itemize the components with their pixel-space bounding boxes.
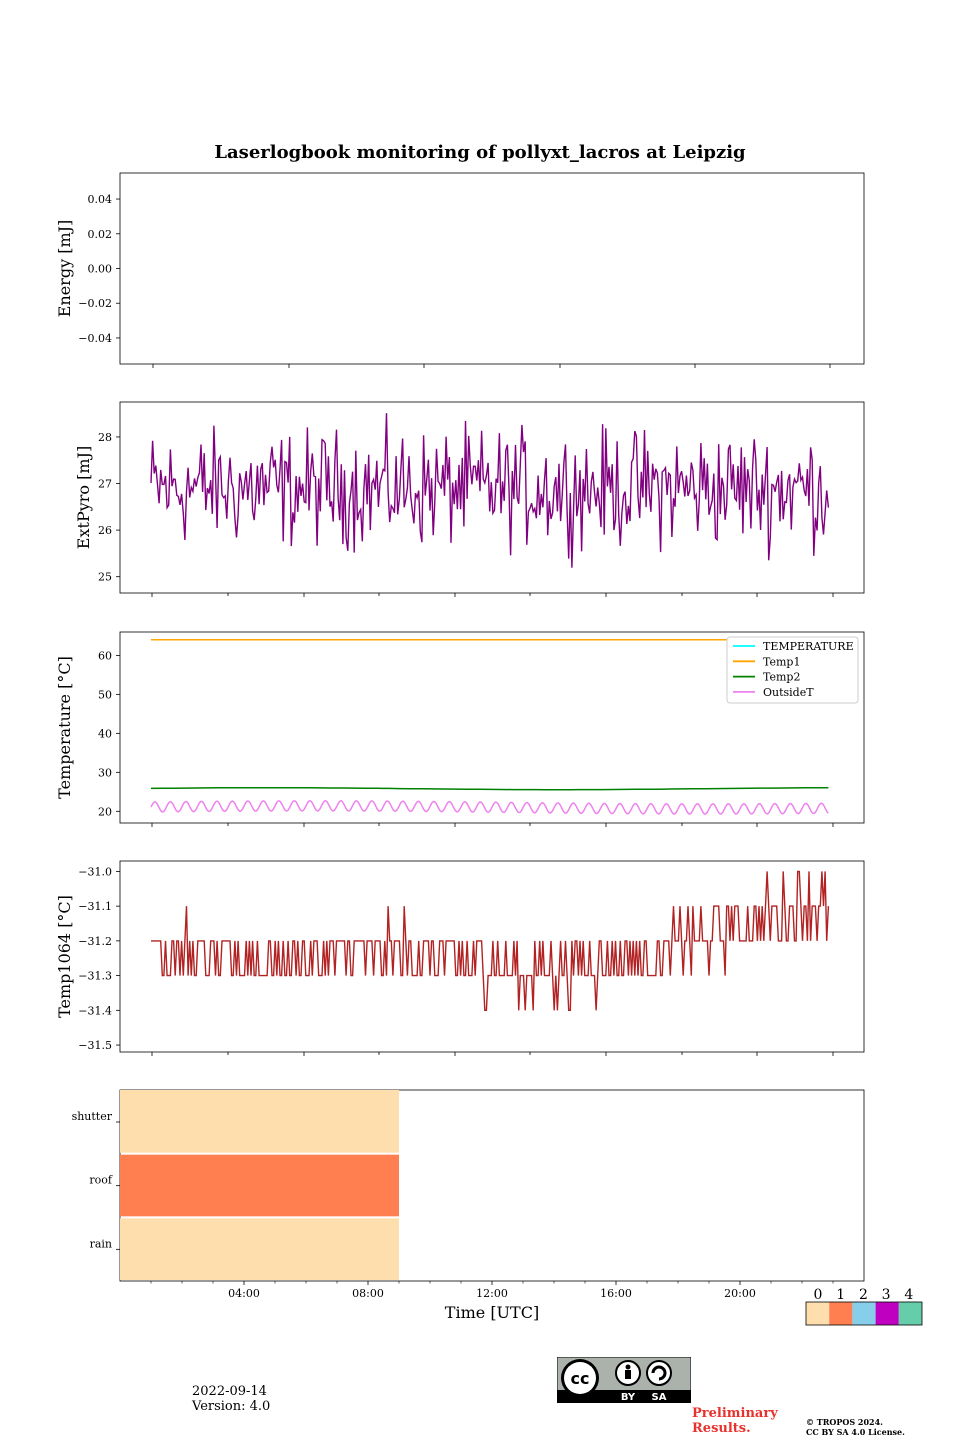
legend-entry: Temp1 xyxy=(763,655,800,668)
y-tick-label: −31.3 xyxy=(78,970,112,983)
y-tick-label: −31.4 xyxy=(78,1004,112,1017)
figure-title: Laserlogbook monitoring of pollyxt_lacro… xyxy=(214,142,746,163)
colorbar-cell xyxy=(898,1302,922,1325)
subplot-3: 20 30 40 50 60 Temperature [°C] TEMPERATURE Tem… xyxy=(55,631,865,827)
y-tick-label: 60 xyxy=(98,649,112,662)
copyright-line-1: © TROPOS 2024. xyxy=(806,1417,883,1427)
y-tick-label: 20 xyxy=(98,805,112,818)
x-tick-label: 04:00 xyxy=(228,1287,260,1300)
version-stamp: Version: 4.0 xyxy=(192,1399,271,1414)
temp2-line xyxy=(150,786,829,791)
colorbar-label: 4 xyxy=(904,1287,913,1303)
date-stamp: 2022-09-14 xyxy=(192,1384,267,1399)
y-tick-label: −31.1 xyxy=(78,900,112,913)
colorbar-label: 2 xyxy=(859,1287,868,1303)
status-cell-roof xyxy=(120,1154,399,1217)
y-tick-label: 26 xyxy=(98,524,112,537)
y-tick-label: −0.02 xyxy=(78,297,112,310)
y-tick-label: −31.0 xyxy=(78,865,112,878)
colorbar-cell xyxy=(829,1302,853,1325)
extpyro-line xyxy=(150,413,830,568)
cc-by-label: BY xyxy=(621,1392,636,1403)
preliminary-line-1: Preliminary xyxy=(692,1406,778,1421)
subplot-1: 0.04 0.02 0.00 −0.02 −0.04 Energy [mJ] xyxy=(55,172,865,368)
x-axis-label: Time [UTC] xyxy=(445,1303,539,1322)
y-tick-label: 0.00 xyxy=(88,263,113,276)
y-axis-label: Temp1064 [°C] xyxy=(55,895,74,1018)
row-label-shutter: shutter xyxy=(72,1110,113,1123)
colorbar-cell xyxy=(806,1302,830,1325)
cc-sa-label: SA xyxy=(652,1392,667,1403)
outsidet-line xyxy=(150,800,829,815)
y-axis-label: ExtPyro [mJ] xyxy=(74,446,93,549)
x-tick-label: 08:00 xyxy=(352,1287,384,1300)
x-tick-label: 12:00 xyxy=(476,1287,508,1300)
legend: TEMPERATURE Temp1 Temp2 OutsideT xyxy=(726,636,859,704)
y-axis-label: Temperature [°C] xyxy=(55,656,74,799)
copyright-note: © TROPOS 2024. CC BY SA 4.0 License. xyxy=(806,1417,905,1437)
subplot-4: −31.0 −31.1 −31.2 −31.3 −31.4 −31.5 Temp1064 [… xyxy=(55,860,865,1056)
colorbar-cell xyxy=(875,1302,899,1325)
preliminary-line-2: Results. xyxy=(692,1421,751,1436)
series-layer xyxy=(150,413,830,568)
cc-by-sa-badge: cc BY SA xyxy=(557,1357,691,1403)
legend-entry: TEMPERATURE xyxy=(763,640,854,653)
legend-entry: Temp2 xyxy=(763,671,800,684)
y-axis-label: Energy [mJ] xyxy=(55,220,74,318)
y-tick-label: −31.5 xyxy=(78,1039,112,1052)
colorbar-cell xyxy=(852,1302,876,1325)
colorbar-frame xyxy=(805,1301,923,1326)
y-tick-label: −31.2 xyxy=(78,935,112,948)
colorbar-label: 1 xyxy=(836,1287,845,1303)
copyright-line-2: CC BY SA 4.0 License. xyxy=(806,1427,905,1437)
temp1064-line xyxy=(151,870,830,1011)
y-tick-label: −0.04 xyxy=(78,332,112,345)
legend-entry: OutsideT xyxy=(763,686,814,699)
preliminary-results-note: Preliminary Results. xyxy=(692,1406,778,1436)
status-subplot: shutter roof rain 04:00 08:00 12:00 16:00 20:00… xyxy=(72,1089,865,1322)
y-tick-label: 25 xyxy=(98,571,112,584)
status-cell-shutter xyxy=(120,1090,399,1153)
colorbar-label: 0 xyxy=(814,1287,823,1303)
y-tick-label: 27 xyxy=(98,478,112,491)
y-tick-label: 28 xyxy=(98,431,112,444)
row-label-roof: roof xyxy=(89,1174,113,1187)
x-tick-label: 16:00 xyxy=(600,1287,632,1300)
y-tick-label: 40 xyxy=(98,727,112,740)
svg-text:cc: cc xyxy=(571,1369,590,1388)
plot-area xyxy=(119,172,865,365)
row-label-rain: rain xyxy=(90,1237,112,1250)
series-layer xyxy=(150,639,829,815)
series-layer xyxy=(151,870,830,1011)
x-tick-label: 20:00 xyxy=(724,1287,756,1300)
colorbar-label: 3 xyxy=(882,1287,891,1303)
subplot-2: 25 26 27 28 ExtPyro [mJ] xyxy=(74,401,865,597)
legend-box xyxy=(726,636,859,704)
y-tick-label: 50 xyxy=(98,688,112,701)
y-tick-label: 0.02 xyxy=(88,228,113,241)
y-tick-label: 0.04 xyxy=(88,193,113,206)
y-tick-label: 30 xyxy=(98,766,112,779)
status-cell-rain xyxy=(120,1218,399,1280)
